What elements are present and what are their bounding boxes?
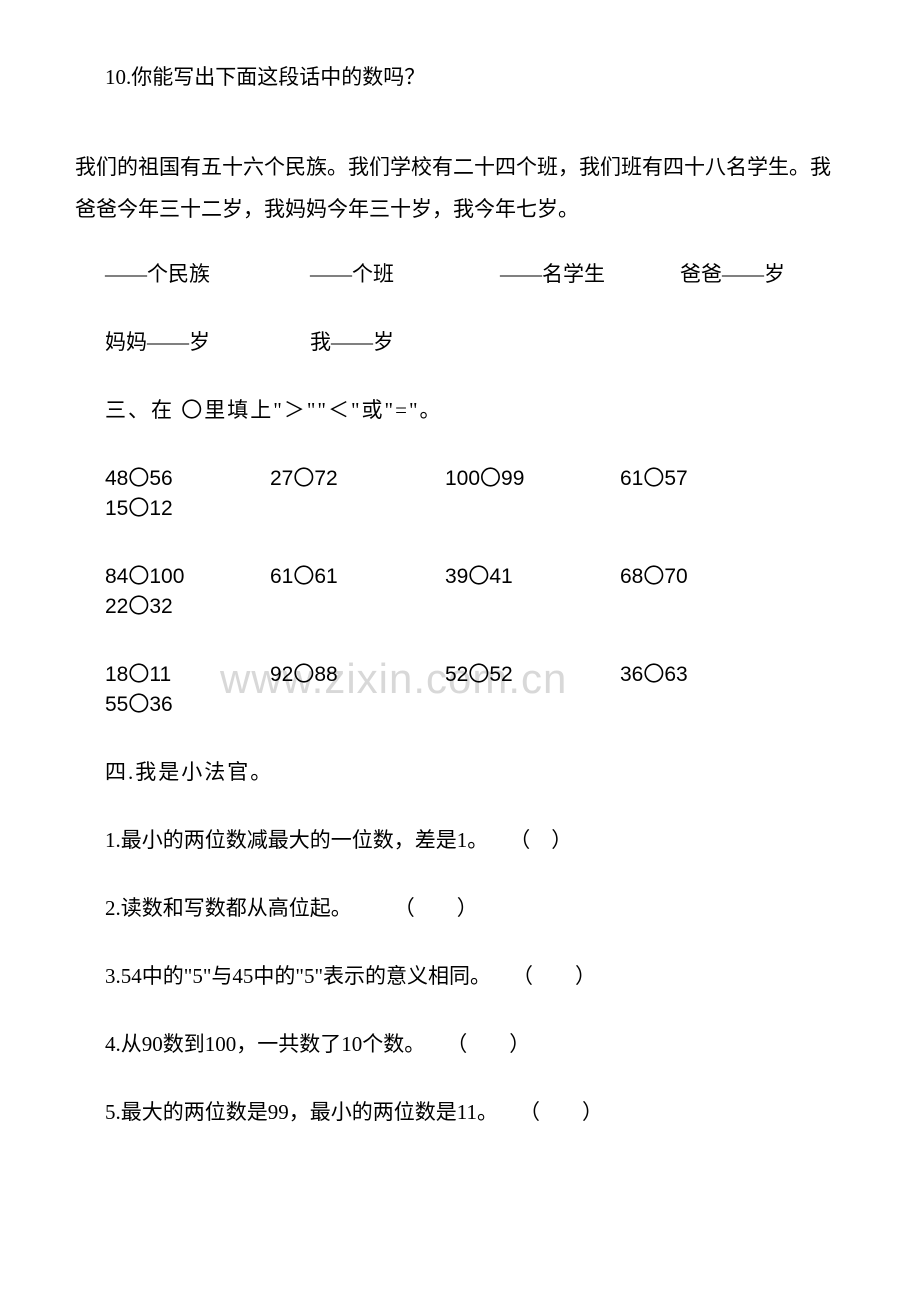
- compare-row: 48〇5627〇72100〇9961〇57 15〇12: [75, 462, 845, 522]
- compare-cell: 100〇99: [445, 462, 620, 492]
- compare-cell: 52〇52: [445, 658, 620, 688]
- section-4-title: 四.我是小法官。: [75, 756, 845, 786]
- blank-item: ——个民族: [105, 258, 310, 288]
- compare-cell: 15〇12: [105, 492, 205, 522]
- compare-cell: 92〇88: [270, 658, 445, 688]
- judge-items-container: 1.最小的两位数减最大的一位数，差是1。 （ ） 2.读数和写数都从高位起。 （ …: [75, 824, 845, 1126]
- section-3-title: 三、在 〇里填上"＞""＜"或"="。: [75, 394, 845, 424]
- compare-cell: 61〇57: [620, 462, 785, 492]
- compare-cell: 68〇70: [620, 560, 785, 590]
- blank-item: ——个班: [310, 258, 500, 288]
- compare-cell: 22〇32: [105, 590, 205, 620]
- passage-text: 我们的祖国有五十六个民族。我们学校有二十四个班，我们班有四十八名学生。我爸爸今年…: [75, 146, 845, 230]
- question-10: 10.你能写出下面这段话中的数吗？: [75, 60, 845, 96]
- compare-cell: 39〇41: [445, 560, 620, 590]
- blank-item: 我——岁: [310, 326, 450, 356]
- blank-item: 妈妈——岁: [105, 326, 310, 356]
- judge-item: 1.最小的两位数减最大的一位数，差是1。 （ ）: [75, 824, 845, 854]
- judge-item: 3.54中的"5"与45中的"5"表示的意义相同。 （ ）: [75, 960, 845, 990]
- compare-rows-container: 48〇5627〇72100〇9961〇57 15〇12 84〇10061〇6139〇…: [75, 462, 845, 718]
- compare-cell: 61〇61: [270, 560, 445, 590]
- compare-cell: 18〇11: [105, 658, 270, 688]
- blanks-row-1: ——个民族——个班——名学生爸爸——岁: [75, 258, 845, 288]
- blank-item: ——名学生: [500, 258, 680, 288]
- judge-item: 4.从90数到100，一共数了10个数。 （ ）: [75, 1028, 845, 1058]
- document-content: 10.你能写出下面这段话中的数吗？ 我们的祖国有五十六个民族。我们学校有二十四个…: [75, 60, 845, 1126]
- compare-row: 84〇10061〇6139〇4168〇70 22〇32: [75, 560, 845, 620]
- judge-item: 2.读数和写数都从高位起。 （ ）: [75, 892, 845, 922]
- blanks-row-2: 妈妈——岁我——岁: [75, 326, 845, 356]
- blank-item: 爸爸——岁: [680, 258, 820, 288]
- compare-cell: 27〇72: [270, 462, 445, 492]
- compare-cell: 48〇56: [105, 462, 270, 492]
- compare-cell: 84〇100: [105, 560, 270, 590]
- compare-row: 18〇1192〇8852〇5236〇63 55〇36: [75, 658, 845, 718]
- compare-cell: 36〇63: [620, 658, 785, 688]
- compare-cell: 55〇36: [105, 688, 205, 718]
- judge-item: 5.最大的两位数是99，最小的两位数是11。 （ ）: [75, 1096, 845, 1126]
